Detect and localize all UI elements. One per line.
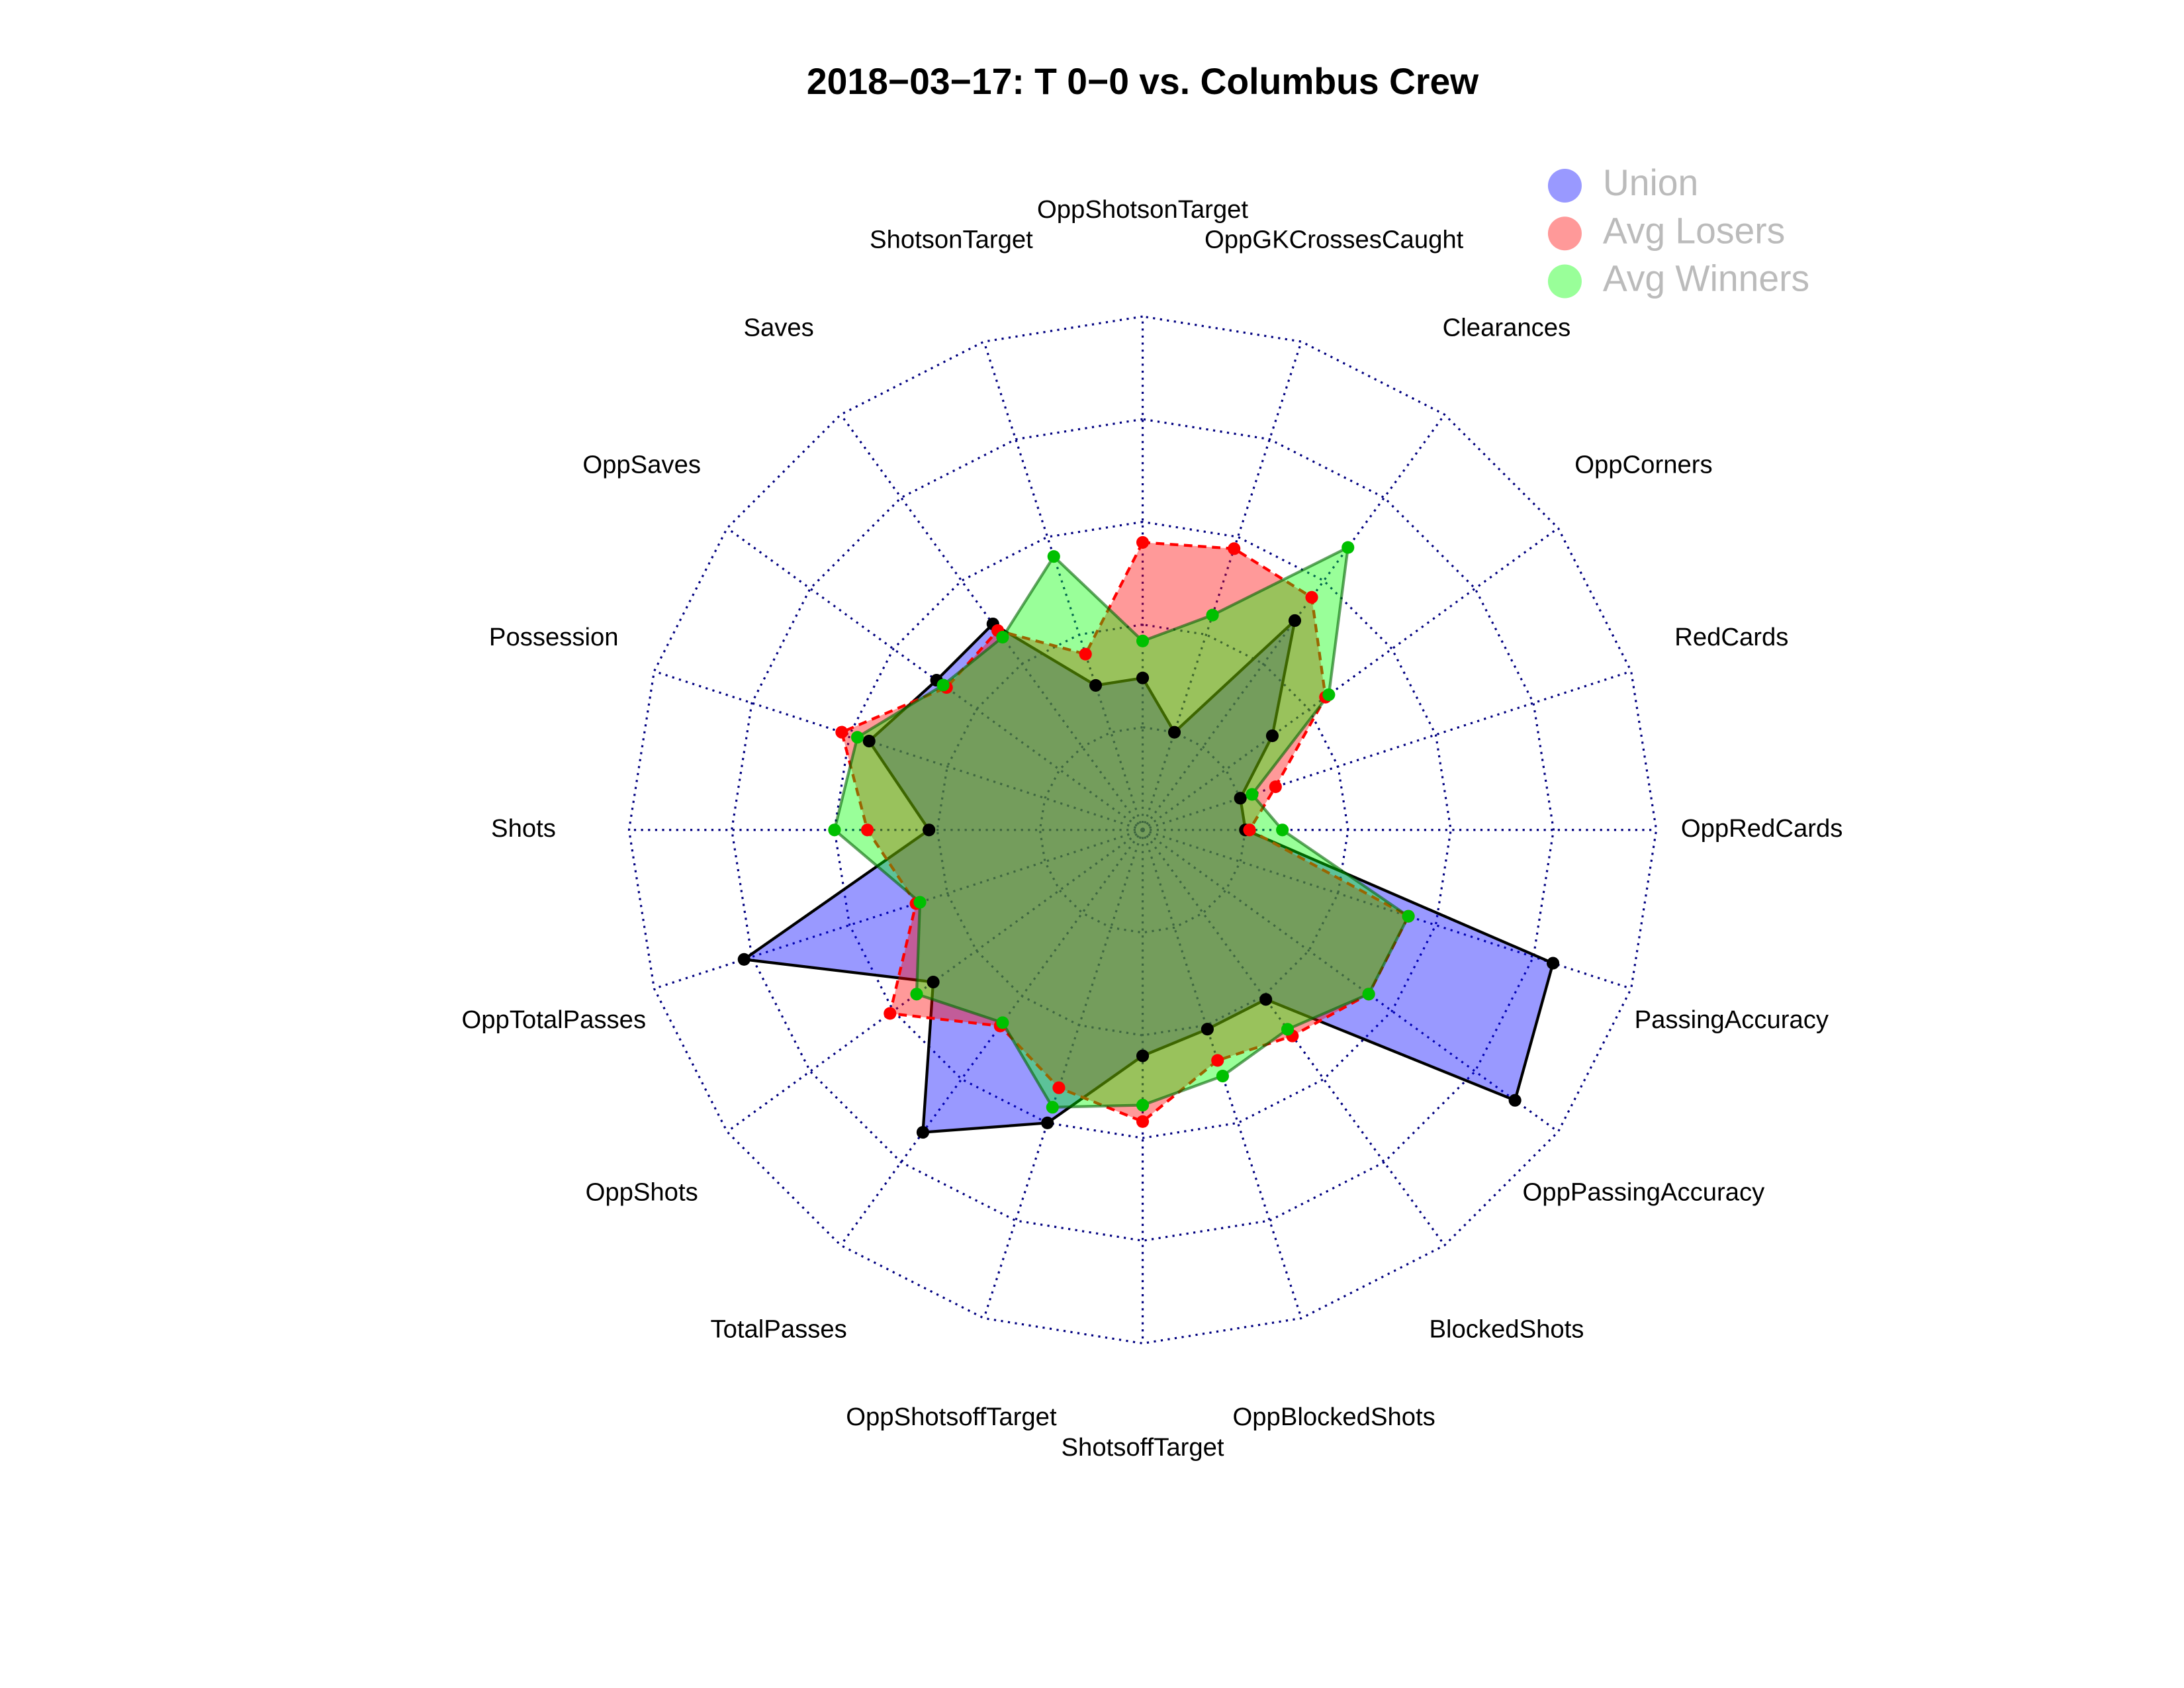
axis-label: OppShots: [586, 1178, 698, 1206]
axis-label: BlockedShots: [1429, 1315, 1584, 1343]
data-point: [1136, 536, 1150, 549]
axis-label: TotalPasses: [710, 1315, 846, 1343]
data-point: [1265, 729, 1279, 743]
data-point: [860, 823, 874, 837]
data-point: [862, 734, 876, 748]
data-point: [1216, 1069, 1229, 1083]
series-area: [840, 541, 1410, 1123]
data-point: [1136, 1115, 1150, 1128]
data-point: [996, 631, 1009, 644]
grid-spoke: [1142, 527, 1559, 831]
data-point: [1136, 634, 1150, 647]
data-point: [910, 988, 923, 1001]
grid-spoke: [653, 829, 1144, 990]
legend-text: Union: [1603, 162, 1698, 203]
axis-label: OppSaves: [582, 450, 701, 479]
legend-marker: [1547, 216, 1582, 251]
data-point: [1305, 590, 1318, 604]
legend-marker: [1547, 169, 1582, 203]
data-point: [927, 975, 940, 989]
data-point: [916, 1126, 930, 1139]
axis-label: OppPassingAccuracy: [1523, 1178, 1766, 1206]
axis-label: RedCards: [1674, 623, 1788, 651]
grid-spoke: [1142, 829, 1302, 1319]
data-point: [1342, 541, 1355, 554]
data-point: [936, 679, 950, 692]
axis-label: OppCorners: [1574, 450, 1712, 479]
legend-marker: [1547, 264, 1582, 299]
data-point: [1079, 647, 1092, 661]
data-point: [828, 823, 841, 837]
grid-spoke: [983, 829, 1144, 1319]
axis-label: OppShotsonTarget: [1037, 195, 1248, 224]
grid-spoke: [840, 829, 1144, 1246]
grid-spoke: [726, 829, 1144, 1133]
data-point: [1288, 614, 1302, 628]
data-point: [913, 896, 927, 909]
data-point: [1269, 780, 1282, 794]
axis-label: ShotsoffTarget: [1062, 1433, 1224, 1462]
axis-label: Saves: [743, 313, 813, 342]
data-point: [1089, 679, 1103, 692]
data-point: [1136, 671, 1150, 684]
data-point: [996, 1016, 1009, 1029]
grid-ring: [833, 520, 1452, 1139]
legend-text: Avg Losers: [1603, 210, 1785, 251]
data-point: [1047, 550, 1060, 563]
data-point: [1322, 688, 1336, 702]
data-point: [884, 1007, 897, 1020]
grid-spoke: [1142, 414, 1446, 831]
data-point: [1206, 608, 1219, 622]
chart-title: 2018−03−17: T 0−0 vs. Columbus Crew: [807, 61, 1479, 102]
axis-label: ShotsonTarget: [870, 226, 1033, 254]
grid-spoke: [1142, 829, 1559, 1133]
grid-spoke: [1142, 829, 1446, 1246]
data-point: [1052, 1081, 1066, 1094]
data-point: [1546, 957, 1560, 970]
data-point: [1211, 1054, 1224, 1067]
axis-label: PassingAccuracy: [1635, 1006, 1829, 1034]
grid-spoke: [726, 527, 1144, 831]
data-point: [835, 726, 848, 739]
data-point: [1259, 993, 1273, 1006]
grid-ring: [1038, 726, 1247, 934]
grid-spoke: [1142, 341, 1302, 831]
data-point: [1201, 1023, 1214, 1036]
data-point: [1243, 823, 1256, 837]
data-point: [1046, 1101, 1059, 1114]
axis-label: Shots: [491, 814, 556, 843]
grid-spoke: [1142, 670, 1632, 831]
data-point: [1402, 910, 1415, 923]
data-point: [1041, 1116, 1054, 1129]
data-point: [850, 731, 864, 744]
grid-spoke: [983, 341, 1144, 831]
axis-label: OppTotalPasses: [461, 1006, 646, 1034]
grid-spoke: [1142, 829, 1632, 990]
legend-text: Avg Winners: [1603, 258, 1809, 299]
data-point: [1362, 988, 1375, 1001]
data-point: [1281, 1023, 1295, 1036]
data-point: [1228, 542, 1241, 555]
data-point: [1508, 1094, 1522, 1107]
data-point: [737, 953, 751, 966]
data-point: [1136, 1049, 1150, 1062]
grid-ring: [627, 315, 1658, 1344]
data-point: [1136, 1098, 1150, 1112]
axis-label: Clearances: [1443, 313, 1571, 342]
axis-label: OppBlockedShots: [1233, 1403, 1435, 1431]
axis-label: OppShotsoffTarget: [846, 1403, 1057, 1431]
data-point: [1234, 792, 1247, 805]
axis-label: OppRedCards: [1681, 814, 1843, 843]
axis-label: OppGKCrossesCaught: [1205, 226, 1464, 254]
data-point: [1167, 726, 1181, 739]
axis-label: Possession: [489, 623, 619, 651]
grid-spoke: [653, 670, 1144, 831]
data-point: [1276, 823, 1289, 837]
data-point: [923, 823, 936, 837]
data-point: [1246, 788, 1259, 801]
grid-ring: [936, 623, 1349, 1037]
grid-spoke: [840, 414, 1144, 831]
